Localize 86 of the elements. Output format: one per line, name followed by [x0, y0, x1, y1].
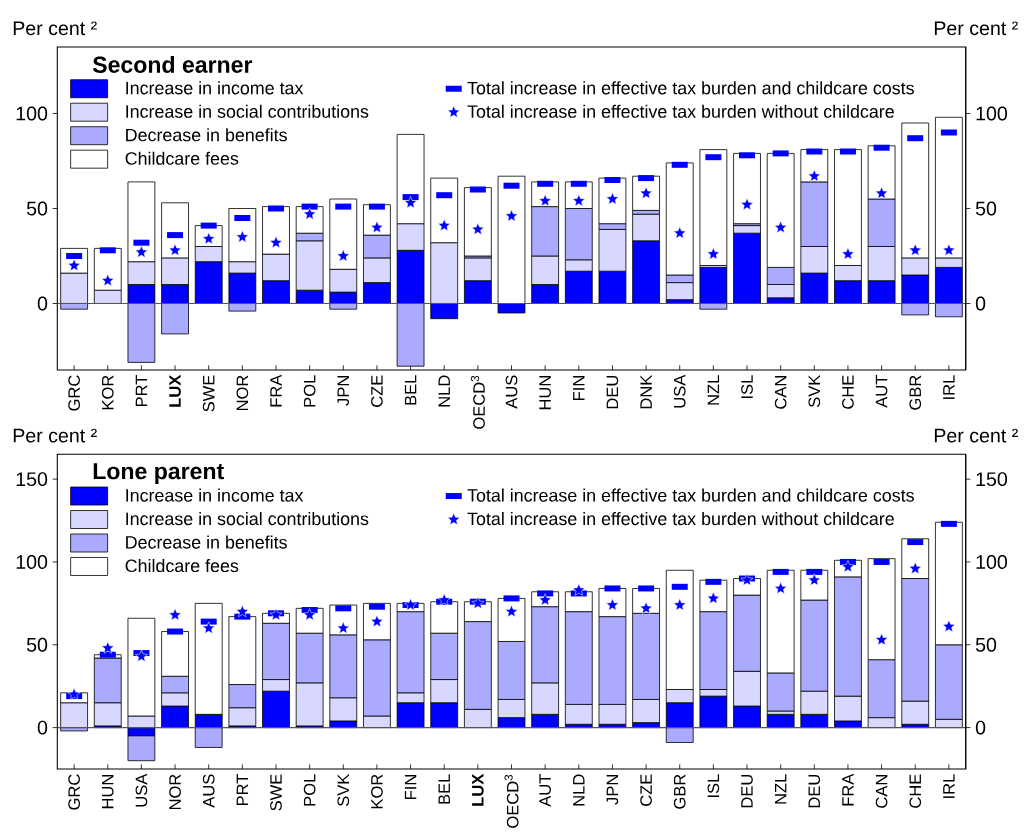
- x-tick-label: POL: [303, 774, 316, 806]
- x-tick-label: HUN: [539, 376, 551, 410]
- x-tick-label: IRL: [943, 774, 955, 798]
- x-tick-label: AUT: [875, 375, 888, 408]
- y-axis-title: Per cent ²: [13, 428, 97, 443]
- x-tick-label: DEU: [741, 774, 753, 808]
- x-tick-label: HUN: [102, 775, 114, 809]
- x-tick-label: DEU: [606, 375, 619, 409]
- chart-title: Lone parent: [93, 463, 224, 484]
- legend-label: Increase in income tax: [126, 81, 304, 95]
- x-tick-label: NLD: [438, 375, 450, 407]
- y-tick-label: 150: [16, 472, 48, 487]
- x-tick-label: ISL: [707, 774, 720, 797]
- x-tick-label: CHE: [909, 774, 922, 808]
- x-tick-label: JPN: [337, 376, 350, 406]
- x-tick-label: GBR: [673, 774, 686, 809]
- y-tick-label: 50: [26, 201, 48, 216]
- y2-tick-label: 0: [975, 296, 986, 311]
- x-tick-label: AUT: [539, 774, 551, 807]
- x-tick-label: NZL: [774, 774, 787, 804]
- x-tick-label: AUS: [505, 375, 518, 409]
- chart-title: Second earner: [92, 55, 253, 73]
- y-tick-label: 50: [26, 637, 48, 652]
- x-tick-label: PRT: [236, 774, 249, 806]
- x-tick-label: KOR: [371, 774, 383, 809]
- x-tick-label: FIN: [573, 376, 585, 400]
- x-tick-label: ISL: [741, 375, 753, 398]
- x-tick-label: GRC: [68, 375, 80, 411]
- legend-label: Childcare fees: [125, 559, 239, 573]
- x-tick-label: SVK: [808, 374, 821, 408]
- x-tick-label: SWE: [202, 375, 215, 412]
- legend-label: Total increase in effective tax burden without childcare: [467, 512, 894, 526]
- x-tick-label: JPN: [606, 775, 619, 805]
- x-tick-label: CAN: [774, 376, 787, 409]
- x-tick-label: NZL: [707, 375, 720, 405]
- x-tick-label: OECD$^{3}$: [504, 774, 519, 828]
- y-tick-label: 100: [16, 106, 48, 121]
- legend-label: Increase in social contributions: [126, 104, 369, 118]
- x-tick-label: SWE: [270, 774, 282, 811]
- x-tick-label: IRL: [943, 375, 955, 399]
- x-tick-label: NOR: [236, 375, 249, 411]
- y-tick-label: 100: [16, 555, 48, 569]
- x-tick-label: DNK: [640, 374, 652, 409]
- x-tick-label: GRC: [68, 774, 80, 810]
- y-tick-label: 0: [37, 296, 48, 311]
- legend-label: Decrease in benefits: [126, 128, 287, 142]
- y2-axis-title: Per cent ²: [934, 21, 1018, 36]
- x-tick-label: CZE: [640, 774, 652, 806]
- x-tick-label: USA: [135, 773, 148, 807]
- legend-label: Increase in social contributions: [126, 512, 369, 526]
- y-tick-label: 0: [37, 720, 48, 735]
- x-tick-label: NOR: [169, 774, 181, 810]
- x-tick-label: BEL: [404, 375, 417, 405]
- x-tick-label: LUX: [472, 773, 484, 806]
- legend-label: Decrease in benefits: [126, 535, 287, 549]
- x-tick-label: CHE: [842, 375, 854, 409]
- x-tick-label: AUS: [202, 774, 215, 808]
- x-tick-label: FRA: [842, 773, 854, 806]
- legend-label: Total increase in effective tax burden and childcare costs: [467, 81, 914, 95]
- x-tick-label: PRT: [135, 375, 148, 407]
- x-tick-label: BEL: [438, 774, 450, 804]
- legend-label: Increase in income tax: [126, 488, 304, 502]
- x-tick-label: NLD: [573, 774, 585, 806]
- y2-tick-label: 150: [976, 472, 1008, 487]
- y-axis-title: Per cent ²: [13, 21, 97, 36]
- legend-label: Total increase in effective tax burden without childcare: [467, 104, 894, 118]
- x-tick-label: POL: [303, 375, 316, 407]
- x-tick-label: GBR: [909, 375, 922, 410]
- x-tick-label: USA: [673, 374, 686, 408]
- x-tick-label: LUX: [169, 374, 181, 407]
- x-tick-label: KOR: [101, 375, 114, 410]
- x-tick-label: OECD$^{3}$: [470, 375, 485, 429]
- x-tick-label: FRA: [270, 374, 282, 407]
- x-tick-label: SVK: [337, 773, 350, 807]
- y2-tick-label: 50: [975, 637, 997, 652]
- x-tick-label: CAN: [875, 775, 888, 808]
- x-tick-label: CZE: [371, 375, 383, 407]
- x-tick-label: FIN: [404, 775, 417, 799]
- y2-tick-label: 50: [975, 201, 997, 216]
- y2-tick-label: 100: [976, 555, 1008, 569]
- y2-tick-label: 100: [976, 106, 1008, 121]
- legend-label: Total increase in effective tax burden and childcare costs: [467, 488, 914, 502]
- y2-tick-label: 0: [975, 720, 986, 735]
- legend-label: Childcare fees: [125, 151, 239, 165]
- x-tick-label: DEU: [808, 774, 821, 808]
- y2-axis-title: Per cent ²: [934, 428, 1018, 443]
